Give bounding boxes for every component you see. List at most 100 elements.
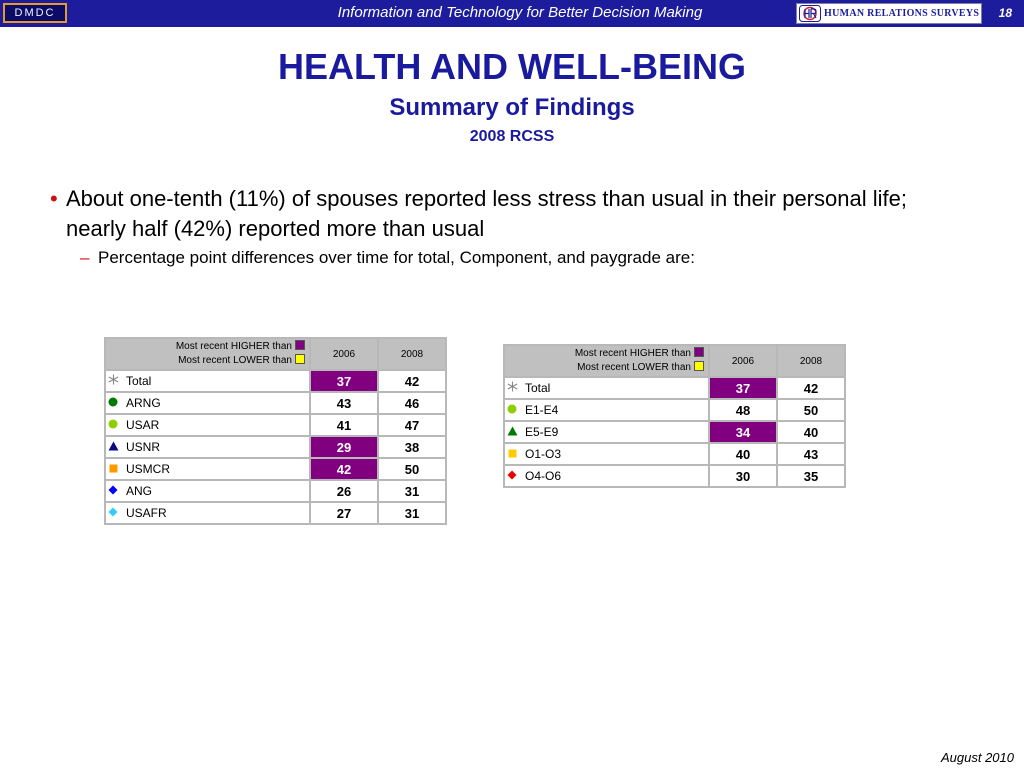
legend-cell: Most recent HIGHER than Most recent LOWE… (503, 344, 710, 378)
table-row: E5-E9 34 40 (503, 420, 846, 444)
value-2006-cell: 37 (309, 369, 379, 393)
row-label: O4-O6 (525, 469, 562, 483)
diamond-marker-icon (505, 470, 519, 483)
table-row: Total 37 42 (503, 376, 846, 400)
triangle-marker-icon (106, 441, 120, 454)
slide-title: HEALTH AND WELL-BEING (278, 46, 746, 87)
row-label-cell: USMCR (104, 457, 311, 481)
slide-survey-label: 2008 RCSS (469, 128, 555, 145)
value-2008-cell: 42 (377, 369, 447, 393)
row-label-cell: USAFR (104, 501, 311, 525)
circle-marker-icon (106, 419, 120, 432)
value-2006-cell: 26 (309, 479, 379, 503)
square-marker-icon (106, 464, 120, 476)
triangle-marker-icon (505, 426, 519, 439)
legend-lower-label: Most recent LOWER than (577, 362, 691, 373)
row-label: USMCR (126, 462, 170, 476)
row-label-cell: E1-E4 (503, 398, 710, 422)
value-2008-cell: 42 (776, 376, 846, 400)
value-2008-cell: 31 (377, 501, 447, 525)
legend-lower: Most recent LOWER than (505, 361, 704, 375)
row-label-cell: ARNG (104, 391, 311, 415)
value-2006-cell: 34 (708, 420, 778, 444)
row-label: ANG (126, 484, 153, 498)
square-marker-icon (505, 449, 519, 461)
value-2008-cell: 50 (776, 398, 846, 422)
legend-higher-label: Most recent HIGHER than (574, 348, 691, 359)
legend-higher: Most recent HIGHER than (106, 340, 305, 354)
row-label: E1-E4 (525, 403, 559, 417)
legend-lower: Most recent LOWER than (106, 354, 305, 368)
header-bar: DMDC Information and Technology for Bett… (0, 0, 1024, 27)
value-2008-cell: 46 (377, 391, 447, 415)
value-2006-cell: 40 (708, 442, 778, 466)
table-row: ARNG 43 46 (104, 391, 447, 415)
bullet-dot-icon: • (50, 186, 58, 211)
lower-swatch-icon (295, 354, 305, 364)
legend-cell: Most recent HIGHER than Most recent LOWE… (104, 337, 311, 371)
column-header-2006: 2006 (708, 344, 778, 378)
value-2008-cell: 31 (377, 479, 447, 503)
value-2006-cell: 30 (708, 464, 778, 488)
value-2006-cell: 43 (309, 391, 379, 415)
table-row: USMCR 42 50 (104, 457, 447, 481)
value-2008-cell: 35 (776, 464, 846, 488)
hrs-emblem-icon (799, 5, 821, 22)
row-label-cell: ANG (104, 479, 311, 503)
main-bullet: • About one-tenth (11%) of spouses repor… (50, 184, 970, 244)
row-label-cell: Total (104, 369, 311, 393)
human-relations-surveys-logo: HUMAN RELATIONS SURVEYS (796, 3, 982, 24)
legend-lower-label: Most recent LOWER than (178, 355, 292, 366)
asterisk-marker-icon (505, 381, 519, 395)
dmdc-logo: DMDC (3, 3, 67, 23)
value-2006-cell: 27 (309, 501, 379, 525)
row-label: USAR (126, 418, 160, 432)
row-label: O1-O3 (525, 447, 562, 461)
value-2008-cell: 47 (377, 413, 447, 437)
legend-higher-label: Most recent HIGHER than (175, 341, 292, 352)
table-row: USNR 29 38 (104, 435, 447, 459)
main-bullet-text: About one-tenth (11%) of spouses reporte… (66, 186, 907, 241)
row-label: Total (126, 374, 152, 388)
table-row: USAFR 27 31 (104, 501, 447, 525)
value-2006-cell: 42 (309, 457, 379, 481)
lower-swatch-icon (694, 361, 704, 371)
table-row: E1-E4 48 50 (503, 398, 846, 422)
row-label-cell: O1-O3 (503, 442, 710, 466)
row-label: E5-E9 (525, 425, 559, 439)
header-title: Information and Technology for Better De… (337, 4, 703, 21)
row-label: ARNG (126, 396, 161, 410)
table-row: O4-O6 30 35 (503, 464, 846, 488)
row-label-cell: USAR (104, 413, 311, 437)
value-2008-cell: 50 (377, 457, 447, 481)
row-label-cell: E5-E9 (503, 420, 710, 444)
column-header-2008: 2008 (776, 344, 846, 378)
component-table: Most recent HIGHER than Most recent LOWE… (104, 337, 447, 525)
table-row: USAR 41 47 (104, 413, 447, 437)
page-number: 18 (998, 6, 1012, 20)
table-row: O1-O3 40 43 (503, 442, 846, 466)
value-2008-cell: 43 (776, 442, 846, 466)
value-2006-cell: 37 (708, 376, 778, 400)
value-2006-cell: 48 (708, 398, 778, 422)
asterisk-marker-icon (106, 374, 120, 388)
hrs-logo-text: HUMAN RELATIONS SURVEYS (824, 8, 980, 19)
row-label: USNR (126, 440, 161, 454)
column-header-2008: 2008 (377, 337, 447, 371)
row-label: USAFR (126, 506, 167, 520)
row-label-cell: Total (503, 376, 710, 400)
row-label-cell: O4-O6 (503, 464, 710, 488)
circle-marker-icon (106, 397, 120, 410)
higher-swatch-icon (295, 340, 305, 350)
circle-marker-icon (505, 404, 519, 417)
table-row: Total 37 42 (104, 369, 447, 393)
value-2008-cell: 38 (377, 435, 447, 459)
table-row: ANG 26 31 (104, 479, 447, 503)
higher-swatch-icon (694, 347, 704, 357)
paygrade-table: Most recent HIGHER than Most recent LOWE… (503, 344, 846, 488)
value-2008-cell: 40 (776, 420, 846, 444)
sub-bullet-dash-icon: – (80, 248, 90, 267)
row-label-cell: USNR (104, 435, 311, 459)
diamond-marker-icon (106, 507, 120, 520)
column-header-2006: 2006 (309, 337, 379, 371)
